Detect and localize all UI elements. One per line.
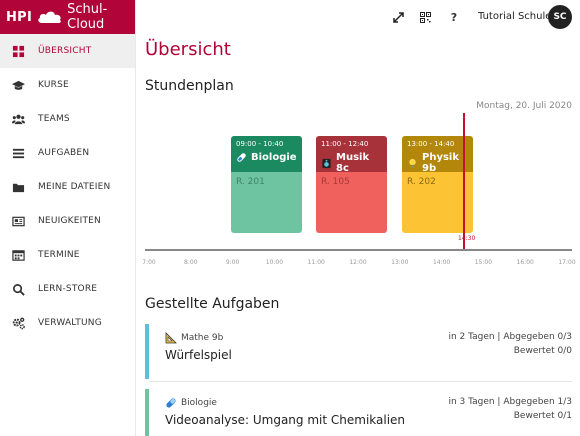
dashboard-icon [10, 43, 26, 59]
lesson-time: 11:00 - 12:40 [321, 140, 369, 148]
time-tick: 13:00 [391, 259, 409, 266]
lightbulb-icon [407, 158, 418, 169]
tasks-title: Gestellte Aufgaben [145, 296, 280, 312]
page-title: Übersicht [145, 39, 231, 60]
lesson-subject-label: Biologie [251, 152, 297, 163]
folder-icon [10, 179, 26, 195]
lesson-room: R. 105 [316, 172, 387, 233]
sidebar-item-termine[interactable]: TERMINE [0, 238, 135, 272]
sidebar-item-label: TEAMS [38, 114, 70, 124]
sidebar-item-teams[interactable]: TEAMS [0, 102, 135, 136]
speaker-icon [321, 158, 332, 169]
lesson-head: 11:00 - 12:40 Musik 8c [316, 136, 387, 174]
time-tick: 14:00 [432, 259, 451, 266]
sidebar-item-label: KURSE [38, 80, 69, 90]
sidebar-item-label: VERWALTUNG [38, 318, 102, 328]
sidebar-item-verwaltung[interactable]: VERWALTUNG [0, 306, 135, 340]
expand-icon[interactable] [391, 10, 405, 24]
brand-hpi: HPI [6, 9, 33, 25]
sidebar-item-label: LERN-STORE [38, 284, 98, 294]
sidebar-item-kurse[interactable]: KURSE [0, 68, 135, 102]
sidebar-item-label: TERMINE [38, 250, 80, 260]
brand-logo[interactable]: HPI Schul-Cloud [0, 0, 135, 34]
users-icon [10, 111, 26, 127]
lesson-subject: Biologie [236, 152, 297, 163]
task-course: Mathe 9b [165, 332, 223, 344]
time-tick: 15:00 [474, 259, 493, 266]
avatar[interactable]: SC [548, 5, 572, 29]
current-time-line [463, 113, 465, 249]
time-tick: 17:00 [558, 259, 576, 266]
sidebar: HPI Schul-Cloud ÜBERSICHT KURSE TEAMS AU… [0, 0, 136, 436]
sidebar-item-label: ÜBERSICHT [38, 46, 92, 56]
lesson-card-physik[interactable]: 13:00 - 14:40 Physik 9b R. 202 [402, 136, 473, 233]
lesson-room: R. 201 [231, 172, 302, 233]
graduation-cap-icon [10, 77, 26, 93]
brand-name: Schul-Cloud [67, 2, 108, 32]
qr-code-icon[interactable] [418, 10, 432, 24]
cloud-icon [37, 10, 63, 24]
newspaper-icon [10, 213, 26, 229]
task-item[interactable]: Mathe 9b Würfelspiel in 2 Tagen | Abgege… [145, 324, 572, 379]
task-course-label: Biologie [181, 398, 217, 408]
lesson-head: 09:00 - 10:40 Biologie [231, 136, 302, 172]
task-due: in 3 Tagen | Abgegeben 1/3 [448, 397, 572, 407]
timetable-date: Montag, 20. Juli 2020 [476, 101, 572, 111]
help-button[interactable]: ? [450, 10, 458, 24]
sidebar-item-meine-dateien[interactable]: MEINE DATEIEN [0, 170, 135, 204]
sidebar-item-neuigkeiten[interactable]: NEUIGKEITEN [0, 204, 135, 238]
timetable: 7:00 8:00 9:00 10:00 11:00 12:00 13:00 14:00 15:… [142, 113, 576, 266]
lesson-room: R. 202 [402, 172, 473, 233]
time-tick: 10:00 [265, 259, 284, 266]
task-due: in 2 Tagen | Abgegeben 0/3 [448, 332, 572, 342]
sidebar-item-uebersicht[interactable]: ÜBERSICHT [0, 34, 135, 68]
search-icon [10, 281, 26, 297]
sidebar-item-label: AUFGABEN [38, 148, 90, 158]
tasks-icon [10, 145, 26, 161]
sidebar-item-label: NEUIGKEITEN [38, 216, 101, 226]
ruler-triangle-icon [165, 332, 177, 344]
sidebar-item-aufgaben[interactable]: AUFGABEN [0, 136, 135, 170]
time-tick: 11:00 [307, 259, 325, 266]
capsule-icon [236, 152, 247, 163]
lesson-card-musik[interactable]: 11:00 - 12:40 Musik 8c R. 105 [316, 136, 387, 233]
sidebar-item-label: MEINE DATEIEN [38, 182, 111, 192]
lesson-subject: Musik 8c [321, 152, 382, 174]
time-tick: 7:00 [142, 259, 156, 266]
lesson-time: 13:00 - 14:40 [407, 140, 455, 148]
sidebar-item-lern-store[interactable]: LERN-STORE [0, 272, 135, 306]
task-graded: Bewertet 0/0 [513, 346, 572, 356]
timetable-axis [145, 249, 572, 251]
task-course: Biologie [165, 397, 217, 409]
calendar-icon [10, 247, 26, 263]
capsule-icon [165, 397, 177, 409]
divider [149, 381, 572, 382]
top-bar: ? Tutorial Schule SC [136, 0, 580, 34]
lesson-subject-label: Musik 8c [336, 152, 370, 174]
timetable-title: Stundenplan [145, 78, 234, 94]
lesson-card-biologie[interactable]: 09:00 - 10:40 Biologie R. 201 [231, 136, 302, 233]
time-tick: 9:00 [225, 259, 240, 266]
task-course-label: Mathe 9b [181, 333, 224, 343]
time-tick: 16:00 [516, 259, 534, 266]
lesson-subject: Physik 9b [407, 152, 468, 174]
lesson-subject-label: Physik 9b [422, 152, 459, 174]
lesson-time: 09:00 - 10:40 [236, 140, 284, 148]
time-tick: 8:00 [184, 259, 198, 266]
task-graded: Bewertet 0/1 [513, 411, 572, 421]
sidebar-nav: ÜBERSICHT KURSE TEAMS AUFGABEN MEINE DAT… [0, 34, 135, 340]
time-tick: 12:00 [349, 259, 367, 266]
task-item[interactable]: Biologie Videoanalyse: Umgang mit Chemik… [145, 389, 572, 436]
gears-icon [10, 315, 26, 331]
user-name[interactable]: Tutorial Schule [478, 11, 552, 22]
task-title: Videoanalyse: Umgang mit Chemikalien [165, 413, 406, 427]
task-title: Würfelspiel [165, 348, 232, 362]
current-time-label: 14:30 [458, 235, 476, 242]
lesson-head: 13:00 - 14:40 Physik 9b [402, 136, 473, 174]
